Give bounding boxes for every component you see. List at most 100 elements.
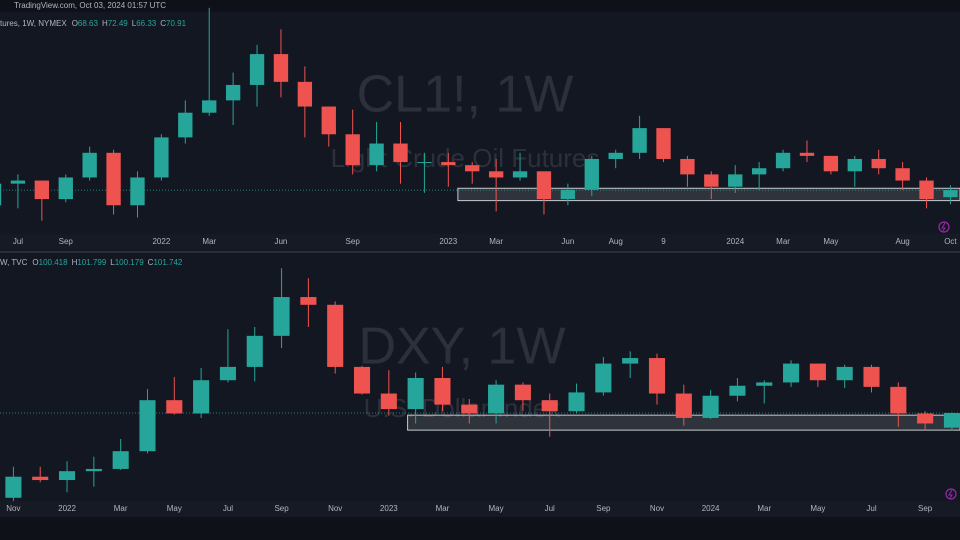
candle-body <box>219 366 236 381</box>
candle-body <box>890 386 907 414</box>
candle-body <box>106 152 121 206</box>
candle-body <box>488 384 505 414</box>
x-tick-label: 2024 <box>726 237 744 246</box>
x-tick-label: 2023 <box>439 237 457 246</box>
x-tick-label: May <box>823 237 838 246</box>
x-tick-label: Sep <box>596 504 611 513</box>
candle-body <box>393 143 408 163</box>
candle-body <box>541 400 558 412</box>
candle-body <box>584 158 599 190</box>
candle-body <box>917 413 934 424</box>
x-tick-label: 2023 <box>380 504 398 513</box>
candle-body <box>648 358 666 394</box>
candle-body <box>488 171 504 178</box>
candle-body <box>112 451 129 469</box>
legend-high: 72.49 <box>108 19 129 28</box>
candle-body <box>130 177 145 206</box>
candle-body <box>34 180 50 200</box>
x-tick-label: 2022 <box>152 237 170 246</box>
candle-body <box>751 168 767 175</box>
x-tick-label: Aug <box>895 237 909 246</box>
candle-body <box>775 152 791 169</box>
candle-body <box>919 180 934 200</box>
x-tick-label: Sep <box>274 504 289 513</box>
lightning-icon[interactable] <box>938 221 950 233</box>
x-tick-label: Mar <box>776 237 790 246</box>
candle-body <box>58 471 76 481</box>
legend-l-label: L <box>110 258 115 267</box>
legend-c-label: C <box>148 258 154 267</box>
legend-o-label: O <box>72 19 78 28</box>
candle-body <box>82 152 97 178</box>
candle-body <box>704 174 719 187</box>
candle-body <box>417 162 432 164</box>
lightning-icon[interactable] <box>945 488 957 500</box>
x-tick-label: Mar <box>757 504 771 513</box>
x-tick-label: 2022 <box>58 504 76 513</box>
candle-body <box>943 190 958 198</box>
x-tick-label: Mar <box>436 504 450 513</box>
candle-body <box>836 366 853 381</box>
candle-body <box>895 168 910 181</box>
top-bar <box>0 0 960 12</box>
candle-body <box>166 400 183 414</box>
candle-body <box>632 128 647 153</box>
candle-body <box>441 162 456 166</box>
x-tick-label: Jul <box>223 504 233 513</box>
candle-body <box>407 378 424 410</box>
candle-body <box>225 84 241 101</box>
legend: W, TVC O100.418 H101.799 L100.179 C101.742 <box>0 258 183 267</box>
x-tick-label: Sep <box>346 237 361 246</box>
legend-low: 100.179 <box>115 258 144 267</box>
x-tick-label: Oct <box>944 237 957 246</box>
x-axis-band <box>0 501 960 517</box>
candle-body <box>139 400 156 452</box>
x-tick-label: May <box>810 504 825 513</box>
x-tick-label: May <box>489 504 504 513</box>
candle-body <box>154 137 169 178</box>
candle-body <box>380 393 397 410</box>
candle-body <box>353 366 371 394</box>
highlight-zone <box>457 187 960 202</box>
candle-body <box>465 165 480 172</box>
legend-close: 101.742 <box>153 258 182 267</box>
candle-body <box>675 393 692 418</box>
candle-body <box>273 54 289 82</box>
candle-body <box>178 112 193 138</box>
candle-body <box>729 385 746 396</box>
candle-body <box>249 54 265 85</box>
candle-body <box>622 358 639 364</box>
candle-body <box>536 171 552 200</box>
candle-body <box>369 143 384 166</box>
candle-body <box>608 152 623 159</box>
candle-body <box>10 180 26 184</box>
legend-o-label: O <box>32 258 38 267</box>
candle-body <box>568 392 585 412</box>
legend-low: 66.33 <box>136 19 157 28</box>
candle-body <box>300 297 317 305</box>
x-tick-label: Aug <box>609 237 623 246</box>
legend-l-label: L <box>132 19 137 28</box>
x-tick-label: Jul <box>545 504 555 513</box>
candle-body <box>847 158 862 172</box>
x-tick-label: Jun <box>274 237 287 246</box>
candle-body <box>193 380 210 414</box>
candle-body <box>756 382 773 386</box>
x-tick-label: Nov <box>650 504 664 513</box>
candle-body <box>943 413 960 428</box>
candle-body <box>799 152 815 156</box>
top-bar-text: TradingView.com, Oct 03, 2024 01:57 UTC <box>14 1 166 10</box>
candle-body <box>863 366 880 387</box>
candle-body <box>702 395 719 418</box>
candle-body <box>32 476 49 481</box>
bottom-bar <box>0 517 960 540</box>
candle-body <box>5 476 22 498</box>
x-tick-label: Jul <box>866 504 876 513</box>
candle-body <box>656 128 671 159</box>
candle-body <box>202 100 217 113</box>
candle-body <box>0 183 2 206</box>
candle-body <box>461 404 478 414</box>
